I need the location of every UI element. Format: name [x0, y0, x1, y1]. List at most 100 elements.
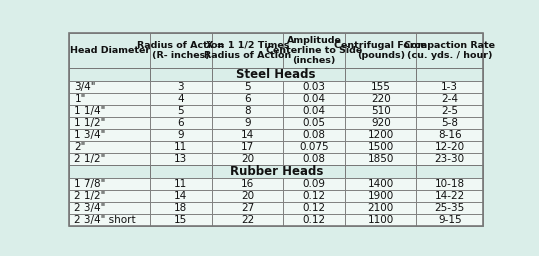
- Bar: [345, 153, 417, 165]
- Bar: [212, 153, 283, 165]
- Bar: [150, 178, 212, 190]
- Text: 2": 2": [74, 142, 86, 152]
- Bar: [283, 214, 345, 226]
- Text: 15: 15: [174, 215, 188, 225]
- Bar: [70, 214, 150, 226]
- Text: 20: 20: [241, 154, 254, 164]
- Bar: [150, 105, 212, 117]
- Text: 0.04: 0.04: [302, 94, 326, 104]
- Text: 0.04: 0.04: [302, 106, 326, 116]
- Bar: [70, 68, 483, 81]
- Text: 0.03: 0.03: [302, 82, 326, 92]
- Bar: [283, 190, 345, 202]
- Text: 2 3/4" short: 2 3/4" short: [74, 215, 136, 225]
- Text: 2100: 2100: [368, 203, 394, 213]
- Text: 1500: 1500: [368, 142, 394, 152]
- Text: Steel Heads: Steel Heads: [237, 68, 316, 81]
- Bar: [70, 81, 150, 93]
- Text: Rubber Heads: Rubber Heads: [230, 165, 323, 178]
- Bar: [70, 93, 150, 105]
- Bar: [417, 68, 483, 81]
- Text: 0.12: 0.12: [302, 215, 326, 225]
- Text: 0.12: 0.12: [302, 203, 326, 213]
- Text: 0.05: 0.05: [302, 118, 326, 128]
- Bar: [150, 165, 212, 178]
- Bar: [283, 129, 345, 141]
- Text: 220: 220: [371, 94, 391, 104]
- Bar: [345, 214, 417, 226]
- Text: 1100: 1100: [368, 215, 394, 225]
- Bar: [150, 141, 212, 153]
- Text: 0.08: 0.08: [302, 154, 326, 164]
- Text: Compaction Rate
(cu. yds. / hour): Compaction Rate (cu. yds. / hour): [404, 41, 495, 60]
- Text: 1200: 1200: [368, 130, 394, 140]
- Bar: [283, 105, 345, 117]
- Bar: [70, 202, 150, 214]
- Bar: [212, 129, 283, 141]
- Bar: [417, 214, 483, 226]
- Bar: [150, 190, 212, 202]
- Bar: [417, 81, 483, 93]
- Text: 1 7/8": 1 7/8": [74, 179, 106, 189]
- Bar: [345, 202, 417, 214]
- Bar: [70, 105, 150, 117]
- Text: 11: 11: [174, 179, 188, 189]
- Text: Amplitude
Centerline to Side
(inches): Amplitude Centerline to Side (inches): [266, 36, 362, 65]
- Bar: [417, 105, 483, 117]
- Bar: [283, 117, 345, 129]
- Bar: [150, 81, 212, 93]
- Text: 6: 6: [244, 94, 251, 104]
- Text: 23-30: 23-30: [434, 154, 465, 164]
- Text: 27: 27: [241, 203, 254, 213]
- Text: 1400: 1400: [368, 179, 394, 189]
- Bar: [417, 117, 483, 129]
- Bar: [283, 81, 345, 93]
- Text: 8: 8: [244, 106, 251, 116]
- Bar: [417, 190, 483, 202]
- Text: 2-4: 2-4: [441, 94, 458, 104]
- Bar: [283, 141, 345, 153]
- Text: 14: 14: [174, 191, 188, 201]
- Bar: [283, 153, 345, 165]
- Text: 6: 6: [177, 118, 184, 128]
- Text: 25-35: 25-35: [434, 203, 465, 213]
- Text: 5: 5: [244, 82, 251, 92]
- Bar: [417, 93, 483, 105]
- Text: 10-18: 10-18: [434, 179, 465, 189]
- Bar: [345, 141, 417, 153]
- Bar: [417, 141, 483, 153]
- Bar: [150, 33, 212, 68]
- Bar: [70, 117, 150, 129]
- Bar: [417, 33, 483, 68]
- Text: 11: 11: [174, 142, 188, 152]
- Text: 0.08: 0.08: [302, 130, 326, 140]
- Bar: [212, 202, 283, 214]
- Bar: [212, 190, 283, 202]
- Bar: [212, 93, 283, 105]
- Bar: [150, 202, 212, 214]
- Bar: [283, 93, 345, 105]
- Bar: [70, 153, 150, 165]
- Text: 9: 9: [177, 130, 184, 140]
- Bar: [345, 68, 417, 81]
- Text: Radius of Action
(R- inches): Radius of Action (R- inches): [137, 41, 225, 60]
- Text: 1 3/4": 1 3/4": [74, 130, 106, 140]
- Text: 1850: 1850: [368, 154, 394, 164]
- Text: 5: 5: [177, 106, 184, 116]
- Bar: [345, 165, 417, 178]
- Text: 0.09: 0.09: [302, 179, 326, 189]
- Bar: [150, 214, 212, 226]
- Bar: [345, 93, 417, 105]
- Bar: [150, 153, 212, 165]
- Bar: [150, 93, 212, 105]
- Bar: [345, 81, 417, 93]
- Bar: [417, 178, 483, 190]
- Text: 0.12: 0.12: [302, 191, 326, 201]
- Text: 2-5: 2-5: [441, 106, 458, 116]
- Text: 2 3/4": 2 3/4": [74, 203, 106, 213]
- Bar: [417, 153, 483, 165]
- Text: X = 1 1/2 Times
Radius of Action: X = 1 1/2 Times Radius of Action: [204, 41, 291, 60]
- Bar: [417, 202, 483, 214]
- Text: 1-3: 1-3: [441, 82, 458, 92]
- Bar: [150, 68, 212, 81]
